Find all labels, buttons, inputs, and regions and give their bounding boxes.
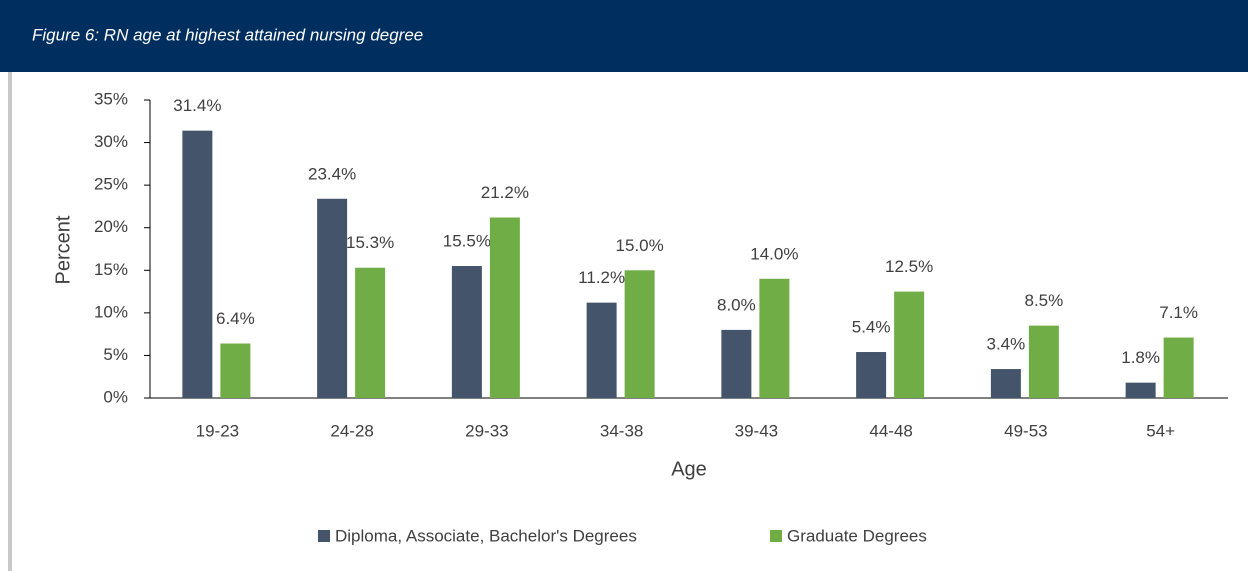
bar (182, 130, 213, 398)
value-label: 8.0% (717, 295, 756, 314)
value-label: 12.5% (885, 257, 933, 276)
x-tick-label: 54+ (1146, 421, 1175, 440)
bar (1125, 382, 1156, 398)
x-tick-label: 39-43 (735, 421, 778, 440)
legend-swatch (318, 530, 330, 542)
y-tick-label: 10% (94, 302, 128, 321)
bar (317, 198, 348, 398)
y-axis-label: Percent (52, 215, 74, 284)
value-label: 7.1% (1159, 303, 1198, 322)
value-label: 15.5% (443, 232, 491, 251)
y-tick-label: 15% (94, 260, 128, 279)
legend-swatch (770, 530, 782, 542)
bar (1163, 337, 1194, 398)
bar (451, 266, 482, 398)
y-tick-label: 20% (94, 217, 128, 236)
value-label: 6.4% (216, 309, 255, 328)
bar (856, 352, 887, 398)
bar (1028, 325, 1059, 398)
x-tick-label: 49-53 (1004, 421, 1047, 440)
value-label: 11.2% (578, 268, 625, 287)
value-label: 5.4% (852, 318, 891, 337)
value-label: 15.3% (346, 233, 394, 252)
y-tick-label: 30% (94, 132, 128, 151)
y-tick-label: 25% (94, 175, 128, 194)
y-tick-label: 5% (103, 345, 128, 364)
value-label: 1.8% (1121, 348, 1160, 367)
y-tick-label: 35% (94, 89, 128, 108)
bar (894, 291, 925, 398)
value-label: 23.4% (308, 164, 356, 183)
x-tick-label: 34-38 (600, 421, 643, 440)
legend-label: Graduate Degrees (787, 526, 927, 545)
bar (759, 278, 790, 398)
bar (220, 343, 251, 398)
left-border (8, 72, 12, 571)
x-tick-label: 29-33 (465, 421, 508, 440)
value-label: 8.5% (1025, 291, 1064, 310)
value-label: 31.4% (173, 96, 221, 115)
x-tick-label: 19-23 (196, 421, 239, 440)
bar (624, 270, 655, 398)
x-tick-label: 24-28 (330, 421, 373, 440)
bar (721, 329, 752, 398)
value-label: 15.0% (616, 236, 664, 255)
value-label: 3.4% (987, 335, 1026, 354)
header-band (0, 0, 1248, 72)
legend-label: Diploma, Associate, Bachelor's Degrees (335, 526, 637, 545)
bar (990, 369, 1021, 398)
x-axis-label: Age (671, 458, 707, 480)
value-label: 21.2% (481, 183, 529, 202)
chart-title: Figure 6: RN age at highest attained nur… (32, 25, 423, 44)
bar (586, 302, 617, 398)
bar (489, 217, 520, 398)
bar (355, 267, 386, 398)
y-tick-label: 0% (103, 387, 128, 406)
value-label: 14.0% (750, 244, 798, 263)
x-tick-label: 44-48 (869, 421, 912, 440)
